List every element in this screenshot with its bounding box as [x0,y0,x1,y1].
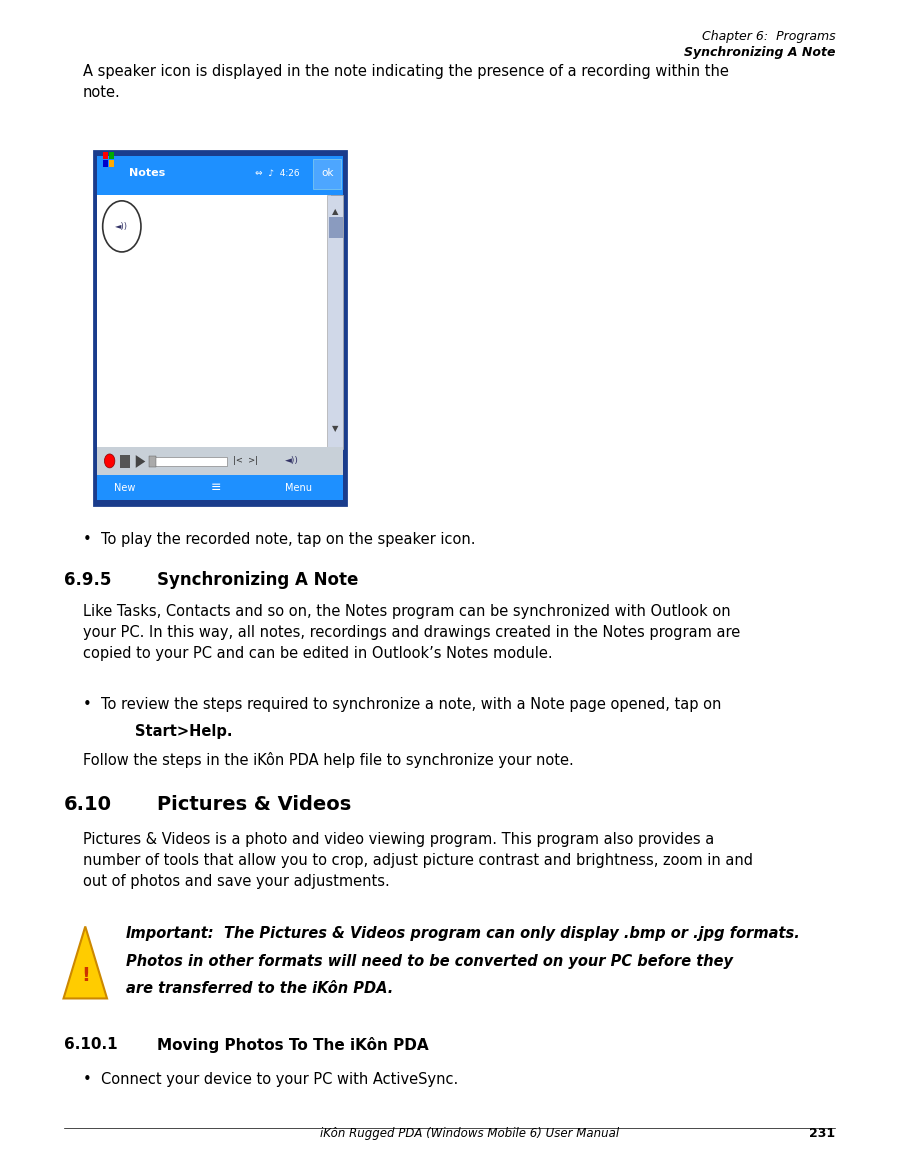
FancyBboxPatch shape [97,156,342,195]
Text: Pictures & Videos is a photo and video viewing program. This program also provid: Pictures & Videos is a photo and video v… [83,832,753,889]
Bar [103,160,108,167]
Text: iKôn Rugged PDA (Windows Mobile 6) User Manual: iKôn Rugged PDA (Windows Mobile 6) User … [320,1127,620,1140]
FancyBboxPatch shape [149,457,227,466]
Text: ▲: ▲ [331,207,338,216]
Bar [120,455,129,468]
Text: 6.10.1: 6.10.1 [63,1037,118,1052]
Text: |<  >|: |< >| [233,456,258,466]
Text: are transferred to the iKôn PDA.: are transferred to the iKôn PDA. [126,981,394,996]
Text: Photos in other formats will need to be converted on your PC before they: Photos in other formats will need to be … [126,954,733,969]
FancyBboxPatch shape [97,195,330,449]
Text: ◄)): ◄)) [116,222,129,231]
Bar [108,152,114,159]
Text: ⇔  ♪  4:26: ⇔ ♪ 4:26 [255,168,299,178]
Text: Start>Help.: Start>Help. [135,724,232,740]
FancyBboxPatch shape [94,151,346,505]
Text: The Pictures & Videos program can only display .bmp or .jpg formats.: The Pictures & Videos program can only d… [225,926,800,942]
Circle shape [103,201,141,252]
Text: !: ! [81,966,90,985]
Text: ▼: ▼ [331,424,338,433]
Polygon shape [136,455,145,468]
Text: Synchronizing A Note: Synchronizing A Note [684,46,835,59]
Text: ≡: ≡ [210,481,221,495]
Text: Follow the steps in the iKôn PDA help file to synchronize your note.: Follow the steps in the iKôn PDA help fi… [83,752,574,769]
Text: Pictures & Videos: Pictures & Videos [157,795,351,814]
FancyBboxPatch shape [97,475,342,500]
Text: Synchronizing A Note: Synchronizing A Note [157,571,358,590]
Bar [329,217,342,238]
Text: Chapter 6:  Programs: Chapter 6: Programs [701,30,835,43]
Polygon shape [63,926,107,998]
Text: A speaker icon is displayed in the note indicating the presence of a recording w: A speaker icon is displayed in the note … [83,64,729,100]
Text: Moving Photos To The iKôn PDA: Moving Photos To The iKôn PDA [157,1037,429,1053]
Bar [149,456,156,467]
Text: Notes: Notes [129,168,165,178]
Text: •  To play the recorded note, tap on the speaker icon.: • To play the recorded note, tap on the … [83,532,476,547]
FancyBboxPatch shape [97,447,342,475]
Text: 231: 231 [809,1127,835,1140]
FancyBboxPatch shape [327,195,342,449]
Text: Important:: Important: [126,926,215,942]
Bar [108,160,114,167]
FancyBboxPatch shape [313,159,341,189]
Text: 6.10: 6.10 [63,795,111,814]
Text: •  Connect your device to your PC with ActiveSync.: • Connect your device to your PC with Ac… [83,1072,458,1087]
Circle shape [105,454,115,468]
Text: Menu: Menu [285,483,312,492]
Bar [103,152,108,159]
Text: •  To review the steps required to synchronize a note, with a Note page opened, : • To review the steps required to synchr… [83,697,721,712]
Text: Like Tasks, Contacts and so on, the Notes program can be synchronized with Outlo: Like Tasks, Contacts and so on, the Note… [83,604,740,661]
Text: New: New [114,483,135,492]
Text: ok: ok [321,168,333,178]
Text: ◄)): ◄)) [285,456,299,466]
Text: 6.9.5: 6.9.5 [63,571,111,590]
